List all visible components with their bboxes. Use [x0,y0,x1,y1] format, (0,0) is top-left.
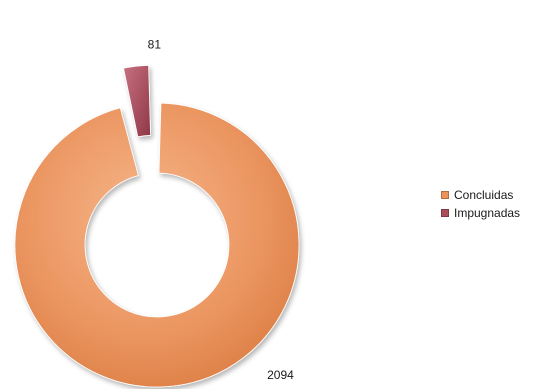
legend-swatch-impugnadas [441,209,449,217]
legend-label-impugnadas: Impugnadas [454,206,521,220]
legend-label-concluidas: Concluidas [454,188,514,202]
slice-impugnadas [123,64,151,138]
legend: Concluidas Impugnadas [441,186,520,222]
legend-entry-impugnadas: Impugnadas [441,204,520,222]
data-label-impugnadas: 81 [148,37,162,51]
legend-entry-concluidas: Concluidas [441,186,520,204]
legend-swatch-concluidas [441,191,449,199]
data-label-concluidas: 2094 [267,368,294,382]
data-labels-group: 2094 81 [148,37,294,382]
slices-group [14,64,300,388]
slice-concluidas [14,102,300,388]
